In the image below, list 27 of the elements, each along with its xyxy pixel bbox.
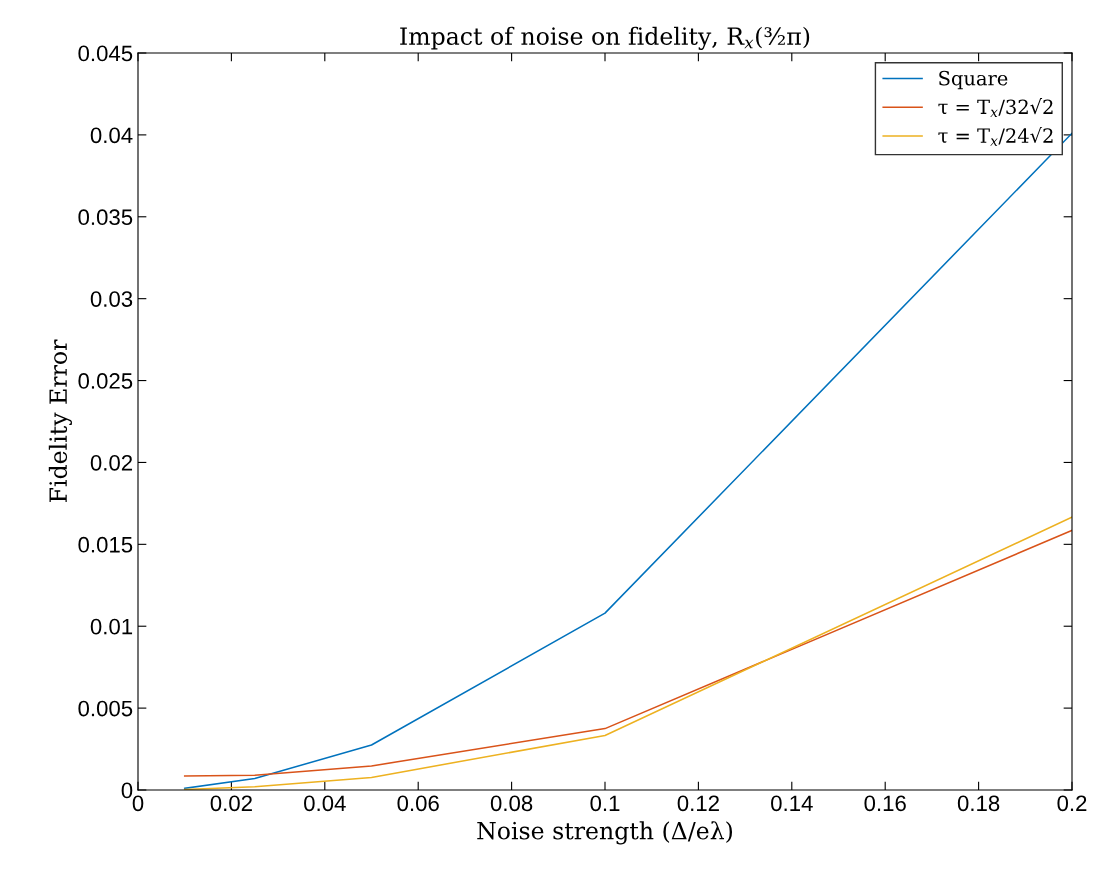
y-tick-label: 0.04 (90, 127, 133, 144)
y-axis-title: Fidelity Error (48, 339, 72, 503)
y-tick-label: 0.015 (78, 536, 133, 553)
y-tick-label: 0.03 (90, 291, 133, 307)
x-tick-label: 0.06 (397, 795, 439, 812)
x-tick-label: 0.18 (957, 795, 1000, 812)
y-tick-label: 0.02 (90, 454, 133, 471)
y-tick-label: 0.045 (78, 45, 133, 62)
x-tick-label: 0.08 (490, 795, 533, 812)
x-tick-label: 0.02 (210, 795, 252, 812)
x-tick-label: 0.1 (590, 795, 620, 812)
chart-title: Impact of noise on fidelity, R$_{x}$(³⁄₂π) (400, 26, 810, 50)
y-tick-label: 0.035 (78, 209, 133, 226)
y-tick-label: 0.025 (78, 373, 133, 389)
y-tick-label: 0.01 (90, 618, 133, 635)
legend-label: τ = T$_{x}$/24√2 (938, 126, 1053, 146)
x-tick-label: 0.16 (864, 795, 906, 812)
x-tick-label: 0.04 (304, 795, 346, 812)
x-tick-label: 0.2 (1057, 795, 1087, 812)
x-tick-label: 0 (132, 795, 144, 812)
legend-label: Square (939, 70, 1008, 90)
x-tick-label: 0.12 (677, 795, 719, 812)
x-tick-label: 0.14 (771, 795, 813, 812)
x-axis-title: Noise strength (Δ/eλ) (477, 821, 733, 845)
y-tick-label: 0 (121, 782, 133, 799)
legend-label: τ = T$_{x}$/32√2 (938, 98, 1053, 117)
y-tick-label: 0.005 (78, 700, 133, 717)
